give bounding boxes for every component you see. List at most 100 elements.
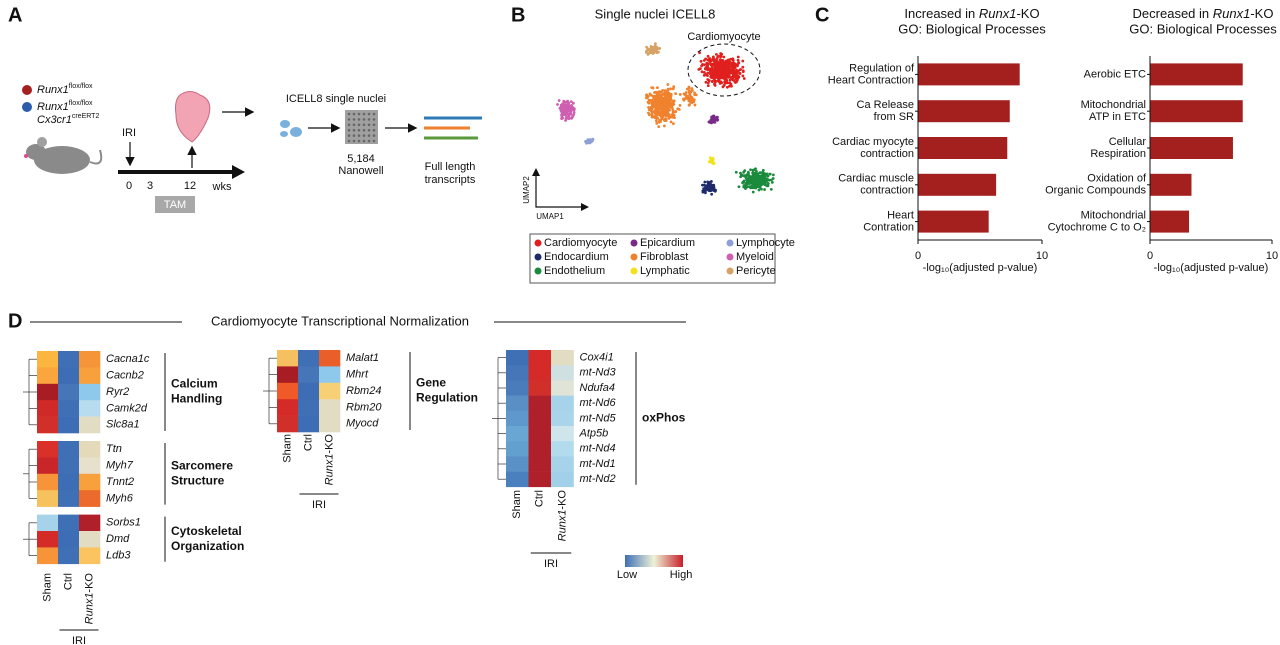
umap-point — [669, 115, 672, 119]
column-label: Ctrl — [302, 434, 314, 451]
umap-point — [732, 69, 735, 73]
wells-label: 5,184 — [347, 153, 375, 165]
heatmap-cell — [277, 415, 299, 433]
well — [357, 139, 361, 143]
chart-subtitle: GO: Biological Processes — [898, 21, 1046, 36]
umap-point — [656, 110, 659, 113]
umap-point — [745, 185, 749, 189]
umap-point — [655, 51, 659, 55]
chip-icon — [345, 110, 378, 144]
umap-point — [741, 180, 745, 184]
umap-point — [771, 173, 775, 177]
umap-point — [754, 186, 758, 190]
umap-point — [657, 125, 661, 129]
heatmap-cell — [528, 441, 552, 457]
well — [347, 112, 351, 116]
umap-point — [565, 100, 568, 104]
umap-point — [654, 100, 658, 104]
legend-label: Pericyte — [736, 265, 776, 277]
heatmap-cell — [277, 382, 299, 400]
umap-point — [706, 71, 710, 75]
bar — [918, 210, 989, 233]
umap-point — [663, 100, 667, 104]
time-label: 0 — [126, 180, 132, 192]
umap-point — [747, 180, 751, 184]
heatmap-cell — [298, 366, 320, 384]
category-label: Heart — [887, 210, 914, 222]
umap-point — [660, 103, 664, 107]
well — [347, 118, 351, 121]
legend-swatch — [630, 267, 638, 275]
umap-point — [664, 119, 668, 122]
heatmap-cell — [58, 400, 80, 417]
umap-point — [704, 80, 708, 84]
well — [347, 128, 351, 132]
umap-point — [655, 103, 658, 107]
suffix: -KO — [323, 434, 335, 454]
heatmap-cell — [506, 426, 529, 442]
gene-label: Rbm24 — [346, 385, 381, 397]
umap-point — [557, 99, 561, 102]
gene-label: Mhrt — [346, 369, 369, 381]
umap-point — [699, 59, 703, 63]
injury-label: IRI — [122, 127, 136, 139]
umap-point — [693, 103, 697, 107]
group-label: Calcium — [171, 377, 218, 391]
well — [367, 112, 371, 116]
umap-point — [751, 168, 755, 172]
umap-point — [759, 180, 762, 184]
well — [362, 123, 366, 127]
umap-arrows — [532, 168, 589, 211]
umap-point — [766, 174, 770, 178]
umap-point — [688, 89, 691, 93]
category-label: Ca Release — [857, 99, 914, 111]
heatmap-cell — [319, 382, 341, 400]
umap-point — [586, 140, 589, 143]
category-label: Mitochondrial — [1081, 210, 1146, 222]
umap-point — [753, 174, 757, 178]
umap-point — [652, 115, 656, 119]
heatmap-cell — [528, 456, 552, 472]
umap-point — [731, 72, 735, 76]
legend-label: Endothelium — [544, 265, 605, 277]
heatmap-cell — [37, 457, 59, 475]
umap-point — [758, 171, 762, 175]
umap-point — [717, 80, 721, 83]
group-label: Gene — [416, 376, 446, 390]
umap-point — [569, 100, 573, 104]
well — [352, 123, 356, 127]
umap-point — [712, 77, 716, 81]
category-label: contraction — [860, 148, 914, 160]
gene-label: Myh6 — [106, 492, 134, 504]
umap-point — [674, 92, 678, 96]
umap-point — [556, 103, 559, 106]
umap-point — [710, 192, 714, 196]
group-label: oxPhos — [642, 411, 686, 425]
umap-point — [650, 103, 654, 107]
umap-point — [645, 96, 648, 100]
umap-point — [653, 109, 656, 113]
umap-point — [647, 101, 651, 105]
umap-point — [711, 55, 715, 59]
umap-title: Single nuclei ICELL8 — [595, 6, 716, 21]
group-label: Handling — [171, 392, 222, 406]
legend-label: Endocardium — [544, 251, 609, 263]
well — [372, 128, 376, 132]
umap-point — [738, 71, 741, 75]
gene-label: Tnnt2 — [106, 476, 134, 488]
gene-label: mt-Nd2 — [580, 473, 616, 485]
legend-swatch — [726, 239, 734, 247]
umap-point — [708, 189, 712, 193]
bar — [1150, 63, 1243, 86]
umap-point — [647, 105, 650, 109]
umap-point — [710, 80, 714, 84]
well — [367, 134, 371, 137]
well — [372, 139, 376, 143]
umap-point — [771, 177, 775, 180]
allele: flox/flox — [69, 83, 93, 90]
column-label: Runx1-KO — [556, 490, 568, 542]
umap-point — [711, 69, 714, 72]
bar — [1150, 173, 1192, 196]
x-tick-label: 10 — [1266, 250, 1278, 262]
heatmap-cell — [298, 350, 320, 367]
